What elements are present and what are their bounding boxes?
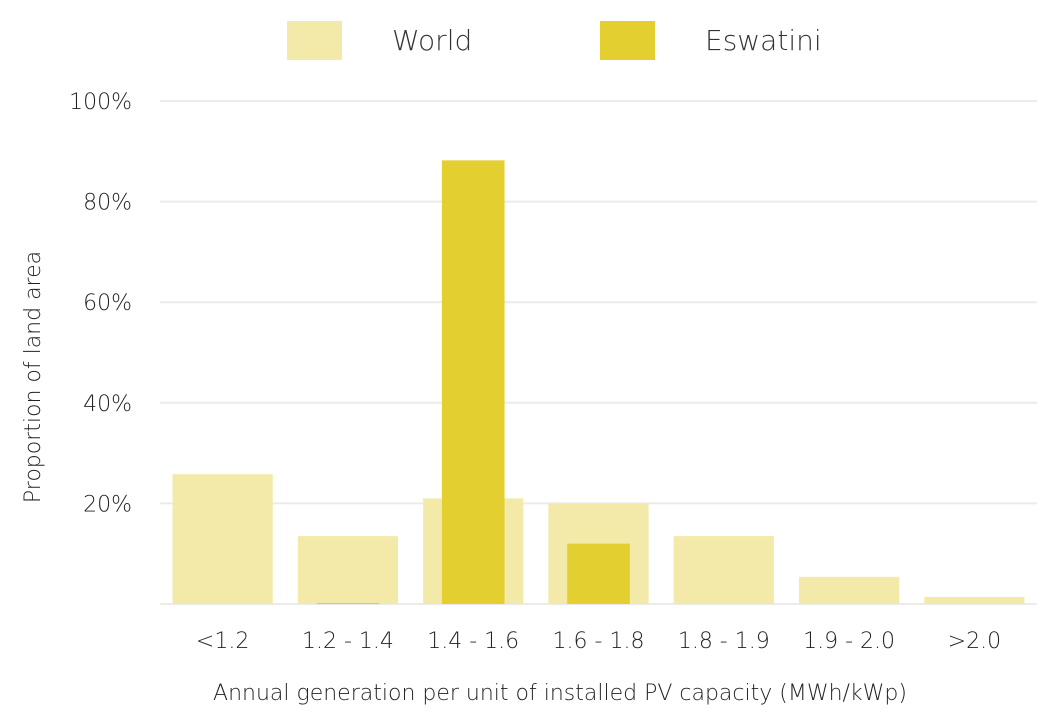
y-tick-label: 80% [83, 191, 132, 216]
bars [172, 160, 1025, 604]
bar-eswatini [567, 543, 630, 604]
bar-eswatini [316, 602, 380, 604]
legend-label: Eswatini [705, 24, 822, 57]
bar-world [924, 596, 1025, 604]
y-tick-label: 20% [83, 492, 132, 517]
bar-world [172, 474, 273, 604]
x-tick-label: 1.2 - 1.4 [302, 629, 394, 654]
bar-world [673, 536, 774, 604]
y-tick-label: 100% [69, 90, 132, 115]
bar-world [798, 576, 900, 604]
y-axis-title: Proportion of land area [21, 251, 46, 503]
y-tick-labels: 20% 40% 60% 80% 100% [69, 90, 132, 517]
bar-world [297, 536, 399, 604]
x-tick-label: <1.2 [196, 629, 249, 654]
x-tick-labels: <1.2 1.2 - 1.4 1.4 - 1.6 1.6 - 1.8 1.8 - 1.9… [196, 629, 1001, 654]
legend: World Eswatini [287, 21, 822, 60]
x-tick-label: 1.9 - 2.0 [803, 629, 895, 654]
legend-label: World [392, 24, 472, 57]
bar-eswatini [441, 160, 505, 604]
x-axis-title: Annual generation per unit of installed … [213, 681, 907, 706]
y-tick-label: 60% [83, 291, 132, 316]
x-tick-label: 1.8 - 1.9 [678, 629, 770, 654]
x-tick-label: 1.4 - 1.6 [427, 629, 519, 654]
x-tick-label: >2.0 [948, 629, 1001, 654]
legend-swatch [287, 21, 342, 60]
legend-swatch [600, 21, 655, 60]
x-tick-label: 1.6 - 1.8 [553, 629, 645, 654]
y-tick-label: 40% [83, 392, 132, 417]
